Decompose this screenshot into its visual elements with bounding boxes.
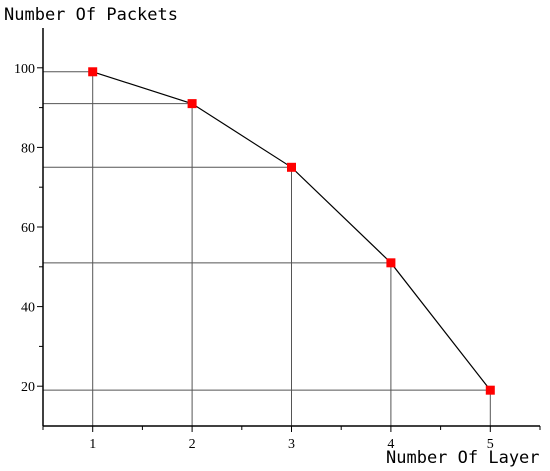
x-tick-label: 1 [89, 437, 96, 452]
x-tick-label: 4 [387, 437, 394, 452]
data-point-marker [485, 385, 495, 395]
y-tick-label: 20 [21, 380, 35, 395]
data-point-marker [187, 99, 197, 109]
x-tick-label: 5 [487, 437, 494, 452]
data-series [88, 67, 495, 395]
x-tick-label: 2 [189, 437, 196, 452]
data-point-marker [287, 162, 296, 172]
y-tick-label: 60 [21, 221, 35, 236]
y-tick-label: 100 [14, 62, 35, 77]
drop-lines [43, 71, 491, 426]
data-point-marker [386, 258, 396, 268]
data-point-marker [88, 67, 98, 77]
tick-marks [37, 67, 541, 432]
y-tick-label: 80 [21, 141, 35, 156]
x-tick-label: 3 [288, 437, 295, 452]
y-axis-title: Number Of Packets [4, 5, 178, 25]
y-tick-label: 40 [21, 301, 35, 316]
tick-labels: 20 40 60 80 100 1 2 3 4 5 [14, 62, 494, 452]
x-axis-title: Number Of Layer [386, 448, 540, 468]
